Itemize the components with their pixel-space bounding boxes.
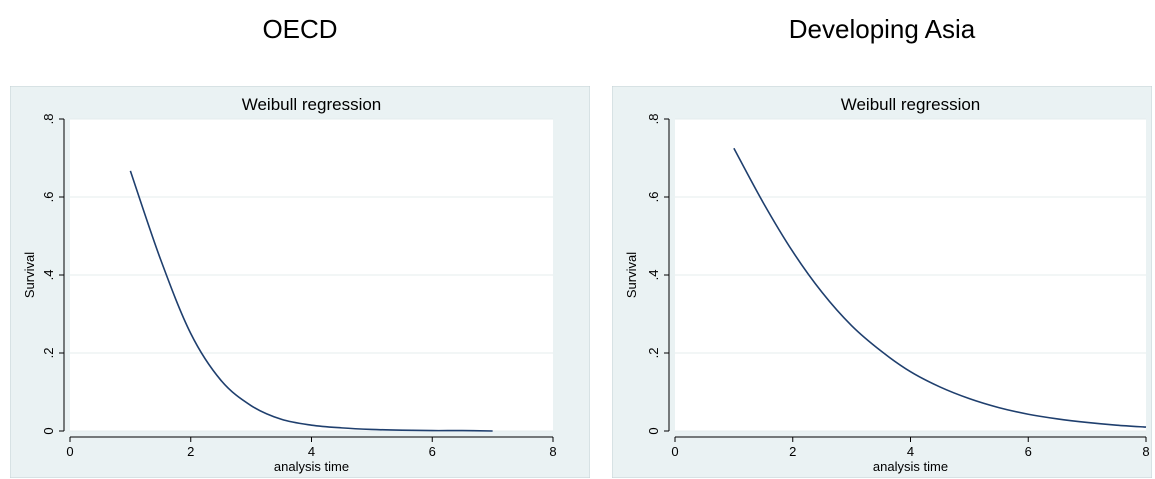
x-tick-label: 6 bbox=[429, 444, 436, 459]
y-tick-label: .4 bbox=[646, 270, 661, 281]
chart-title: Weibull regression bbox=[841, 95, 981, 114]
x-tick-label: 8 bbox=[1142, 444, 1149, 459]
x-tick-label: 8 bbox=[549, 444, 556, 459]
x-axis-label: analysis time bbox=[274, 459, 349, 474]
y-tick-label: .4 bbox=[41, 270, 56, 281]
y-tick-label: 0 bbox=[646, 427, 661, 434]
chart-developing-asia: Weibull regression 0 2 4 6 8 0 .2 .4 .6 .8 analysis… bbox=[612, 86, 1152, 478]
y-tick-label: .6 bbox=[646, 192, 661, 203]
panel-heading-developing-asia: Developing Asia bbox=[788, 14, 976, 44]
y-tick-label: 0 bbox=[41, 427, 56, 434]
x-axis-label: analysis time bbox=[873, 459, 948, 474]
y-tick-label: .8 bbox=[646, 114, 661, 125]
x-tick-label: 2 bbox=[187, 444, 194, 459]
chart-oecd: Weibull regression 0 2 4 6 8 0 .2 .4 .6 .8 analysis… bbox=[10, 86, 590, 478]
y-tick-label: .2 bbox=[41, 348, 56, 359]
x-tick-label: 6 bbox=[1025, 444, 1032, 459]
survival-curve bbox=[733, 147, 1147, 428]
x-tick-label: 4 bbox=[308, 444, 315, 459]
survival-curve bbox=[129, 170, 493, 432]
chart-title: Weibull regression bbox=[242, 95, 382, 114]
y-tick-label: .2 bbox=[646, 348, 661, 359]
x-tick-label: 0 bbox=[66, 444, 73, 459]
x-tick-label: 4 bbox=[907, 444, 914, 459]
panel-heading-oecd: OECD bbox=[262, 14, 338, 44]
x-tick-label: 2 bbox=[789, 444, 796, 459]
y-axis-label: Survival bbox=[624, 252, 639, 298]
y-axis-label: Survival bbox=[22, 252, 37, 298]
x-tick-label: 0 bbox=[671, 444, 678, 459]
y-tick-label: .8 bbox=[41, 114, 56, 125]
y-tick-label: .6 bbox=[41, 192, 56, 203]
